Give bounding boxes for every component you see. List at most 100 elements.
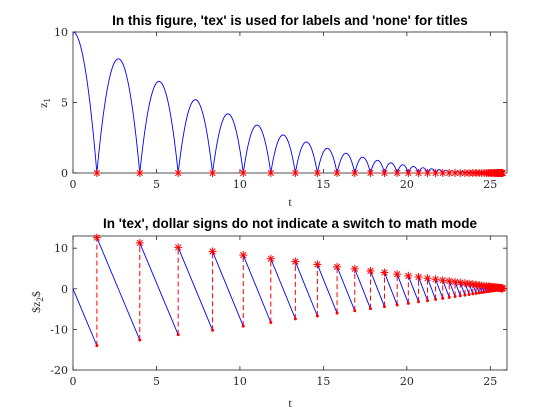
top-plot-area: [72, 31, 508, 174]
bottom-after-marker: [174, 243, 183, 252]
bottom-velocity-segment: [427, 278, 436, 300]
bottom-velocity-segment: [72, 288, 98, 346]
bottom-xtick-label: 25: [483, 375, 497, 388]
top-ylabel-main: z: [36, 103, 50, 108]
bottom-title: In 'tex', dollar signs do not indicate a…: [103, 216, 477, 231]
bottom-markers: [92, 233, 507, 348]
bottom-velocity-segment: [472, 284, 477, 294]
bottom-before-dot: [477, 291, 481, 295]
bottom-after-marker: [291, 257, 300, 266]
top-xtick-label: 15: [316, 178, 330, 191]
top-bounce-marker: [404, 169, 413, 177]
top-bounce-marker: [135, 169, 144, 177]
bottom-after-marker: [92, 233, 101, 242]
top-ticks: 0 5 10 15 20 25 0 5 10: [54, 26, 507, 191]
bottom-after-marker: [313, 260, 322, 269]
bottom-velocity-segment: [454, 281, 461, 296]
bottom-velocity-segment: [448, 280, 456, 297]
bottom-before-dot: [474, 291, 478, 295]
top-bounce-marker: [431, 169, 440, 177]
bottom-velocity-segment: [464, 282, 470, 295]
bottom-velocity-segment: [96, 237, 141, 341]
bottom-before-dot: [406, 301, 410, 305]
bottom-xtick-label: 15: [316, 375, 330, 388]
bottom-before-dot: [480, 290, 484, 294]
top-bounce-marker: [498, 169, 507, 177]
bottom-xtick-label: 0: [70, 375, 77, 388]
top-ylabel: z1: [36, 98, 52, 108]
top-xtick-label: 0: [70, 178, 77, 191]
top-bounce-marker: [266, 169, 275, 177]
bottom-velocity-segment: [435, 279, 444, 299]
bottom-before-dot: [269, 320, 273, 324]
bottom-velocity-segment: [418, 276, 428, 301]
bottom-before-dot: [441, 296, 445, 300]
top-bounce-marker: [313, 169, 322, 177]
bottom-velocity-segment: [212, 251, 244, 327]
bottom-after-marker: [445, 277, 454, 286]
bottom-ylabel-main: $z: [29, 302, 43, 313]
bottom-after-marker: [431, 275, 440, 284]
bottom-after-marker: [451, 277, 460, 286]
top-bounce-marker: [366, 169, 375, 177]
top-ylabel-subscript: 1: [42, 98, 52, 103]
bottom-velocity-segment: [442, 280, 450, 298]
bottom-before-dot: [434, 297, 438, 301]
top-bounce-marker: [291, 169, 300, 177]
bottom-before-dot: [138, 338, 142, 342]
bottom-after-marker: [438, 276, 447, 285]
bottom-before-dot: [353, 309, 357, 313]
bottom-velocity-segment: [468, 283, 474, 295]
bottom-before-dot: [241, 324, 245, 328]
bottom-ticks: 0 5 10 15 20 25 -20 -10 0 10: [50, 236, 507, 388]
top-xtick-label: 20: [400, 178, 414, 191]
bottom-ytick-label: 0: [61, 283, 68, 296]
bottom-after-marker: [393, 270, 402, 279]
bottom-before-dot: [382, 305, 386, 309]
top-bounce-marker: [393, 169, 402, 177]
top-bounce-marker: [239, 169, 248, 177]
bottom-xtick-label: 20: [400, 375, 414, 388]
bottom-before-dot: [463, 293, 467, 297]
bottom-ylabel-tail: $: [29, 291, 43, 297]
bottom-before-dot: [453, 295, 457, 299]
bottom-after-marker: [366, 266, 375, 275]
bottom-before-dot: [211, 328, 215, 332]
bottom-before-dot: [176, 333, 180, 337]
top-xtick-label: 5: [153, 178, 160, 191]
top-xtick-label: 25: [483, 178, 497, 191]
bottom-plot-area: [72, 235, 508, 371]
bottom-xlabel: t: [288, 396, 292, 410]
top-bounce-marker: [456, 169, 465, 177]
bottom-before-dot: [426, 299, 430, 303]
top-axes: In this figure, 'tex' is used for labels…: [36, 13, 508, 209]
top-title: In this figure, 'tex' is used for labels…: [112, 13, 468, 28]
bottom-after-marker: [498, 284, 507, 293]
top-xlabel: t: [288, 195, 292, 209]
bottom-after-marker: [404, 271, 413, 280]
bottom-ylabel: $z2$: [29, 291, 45, 313]
bottom-xtick-label: 10: [233, 375, 247, 388]
top-bounce-marker: [174, 169, 183, 177]
bottom-velocity-segment: [316, 264, 338, 314]
bottom-after-marker: [135, 238, 144, 247]
bottom-before-dot: [447, 295, 451, 299]
top-bounce-marker: [350, 169, 359, 177]
top-bounce-marker: [333, 169, 342, 177]
bottom-before-dot: [293, 317, 297, 321]
bottom-after-marker: [239, 251, 248, 260]
bottom-after-marker: [333, 262, 342, 271]
bottom-before-dot: [315, 314, 319, 318]
bottom-after-marker: [423, 274, 432, 283]
top-ytick-label: 10: [54, 26, 68, 39]
bottom-velocity-segment: [370, 270, 385, 307]
bottom-after-marker: [414, 273, 423, 282]
bottom-after-marker: [350, 264, 359, 273]
bottom-velocity-segment: [459, 282, 466, 296]
bottom-ytick-label: -10: [50, 323, 68, 336]
bottom-velocity-segment: [177, 247, 213, 331]
top-bounce-marker: [423, 169, 432, 177]
top-ytick-label: 0: [61, 167, 68, 180]
bottom-ylabel-subscript: 2: [35, 297, 45, 302]
